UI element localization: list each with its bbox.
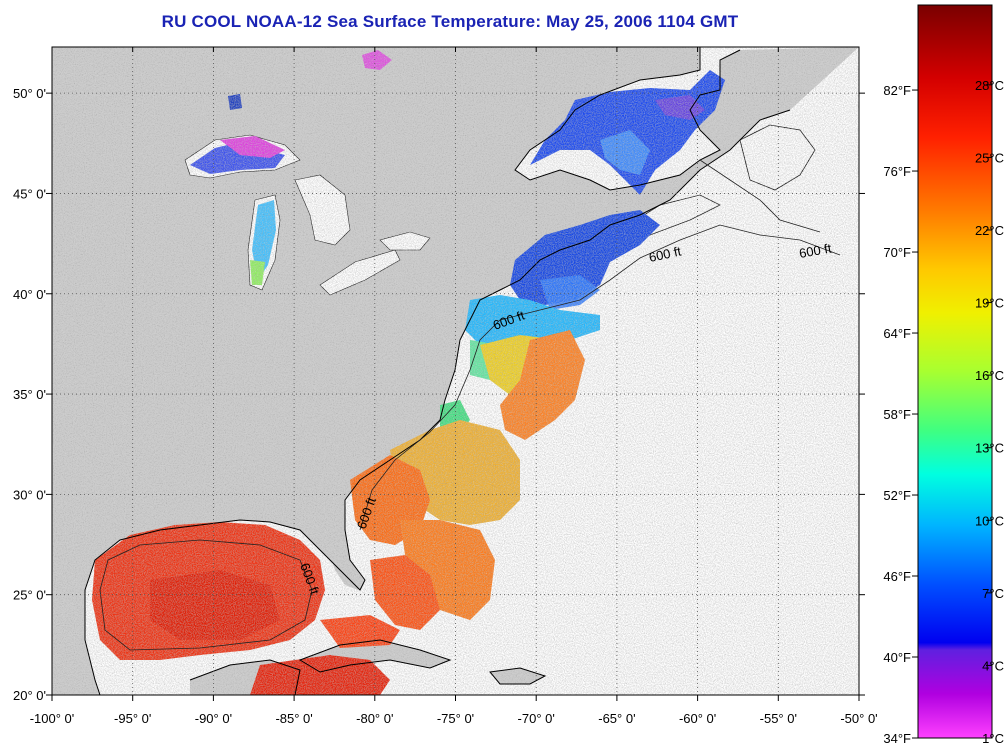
lat-tick-label: 25° 0'	[13, 588, 46, 603]
colorbar-f-label: 34°F	[883, 731, 911, 746]
map-gridlines	[52, 47, 859, 695]
colorbar-fahrenheit-labels: 82°F 76°F 70°F 64°F 58°F 52°F 46°F 40°F 34°F	[883, 83, 918, 746]
lon-tick-label: -75° 0'	[437, 711, 474, 726]
colorbar-c-label: 4°C	[982, 658, 1004, 673]
colorbar-f-label: 70°F	[883, 245, 911, 260]
colorbar-c-label: 16°C	[975, 368, 1004, 383]
lon-tick-label: -90° 0'	[195, 711, 232, 726]
colorbar-c-label: 10°C	[975, 513, 1004, 528]
lat-tick-label: 45° 0'	[13, 186, 46, 201]
lat-tick-label: 30° 0'	[13, 487, 46, 502]
lon-tick-label: -60° 0'	[679, 711, 716, 726]
lon-tick-label: -50° 0'	[840, 711, 877, 726]
lat-tick-label: 40° 0'	[13, 287, 46, 302]
colorbar-f-label: 40°F	[883, 650, 911, 665]
colorbar-c-label: 25°C	[975, 150, 1004, 165]
lon-tick-label: -55° 0'	[760, 711, 797, 726]
colorbar-f-label: 52°F	[883, 488, 911, 503]
lon-tick-label: -95° 0'	[114, 711, 151, 726]
colorbar-c-label: 1°C	[982, 731, 1004, 746]
colorbar-f-label: 64°F	[883, 326, 911, 341]
lat-tick-label: 35° 0'	[13, 387, 46, 402]
colorbar-f-label: 58°F	[883, 407, 911, 422]
lon-tick-label: -100° 0'	[30, 711, 75, 726]
lat-tick-label: 50° 0'	[13, 86, 46, 101]
colorbar-c-label: 28°C	[975, 78, 1004, 93]
colorbar-gradient	[917, 4, 993, 739]
colorbar-f-label: 76°F	[883, 164, 911, 179]
lat-tick-label: 20° 0'	[13, 688, 46, 703]
colorbar-c-label: 22°C	[975, 223, 1004, 238]
isobath-label: 600 ft	[648, 243, 683, 265]
lon-tick-label: -80° 0'	[356, 711, 393, 726]
colorbar-c-label: 7°C	[982, 586, 1004, 601]
isobath-600ft	[99, 159, 841, 651]
colorbar-f-label: 82°F	[883, 83, 911, 98]
latitude-axis: 20° 0' 25° 0' 30° 0' 35° 0' 40° 0' 45° 0' 50° …	[13, 86, 865, 703]
colorbar: 82°F 76°F 70°F 64°F 58°F 52°F 46°F 40°F 34°F 28°…	[883, 4, 1004, 746]
colorbar-f-label: 46°F	[883, 569, 911, 584]
lon-tick-label: -70° 0'	[518, 711, 555, 726]
lon-tick-label: -85° 0'	[275, 711, 312, 726]
isobath-label: 600 ft	[798, 240, 833, 260]
lon-tick-label: -65° 0'	[598, 711, 635, 726]
colorbar-c-label: 13°C	[975, 441, 1004, 456]
colorbar-c-label: 19°C	[975, 296, 1004, 311]
map-title: RU COOL NOAA-12 Sea Surface Temperature:…	[161, 12, 739, 31]
colorbar-celsius-labels: 28°C 25°C 22°C 19°C 16°C 13°C 10°C 7°C 4°C 1°C	[975, 78, 1004, 746]
coastlines	[84, 47, 791, 695]
longitude-axis: -100° 0' -95° 0' -90° 0' -85° 0' -80° 0' -75°…	[30, 47, 878, 726]
